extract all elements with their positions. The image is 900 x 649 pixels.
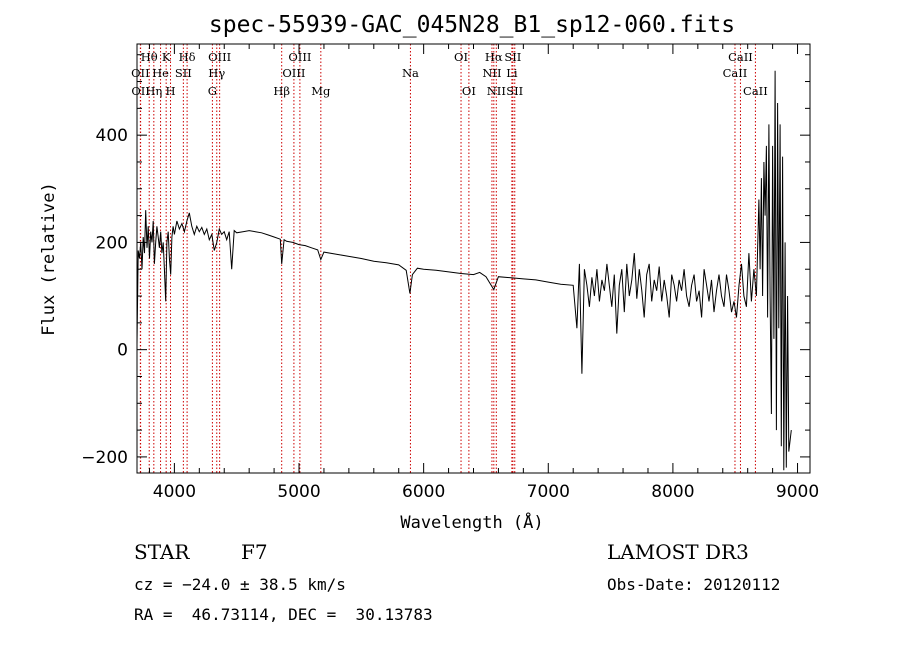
line-marker-label: Hγ — [208, 66, 225, 80]
line-marker-label: Hθ — [141, 50, 158, 64]
object-subclass: F7 — [241, 540, 268, 564]
line-marker-label: Hα — [485, 50, 503, 64]
line-marker-label: CaII — [723, 66, 748, 80]
spectrum-series — [137, 70, 792, 471]
observation-date: Obs-Date: 20120112 — [607, 575, 780, 594]
line-marker-label: Na — [402, 66, 419, 80]
line-marker-label: SII — [504, 50, 521, 64]
line-marker-label: H — [166, 84, 176, 98]
line-marker-label: Hδ — [179, 50, 196, 64]
spectrum-line — [137, 70, 792, 471]
y-axis-label: Flux (relative) — [39, 182, 59, 336]
line-marker-label: OIII — [288, 50, 311, 64]
y-tick-label: −200 — [81, 448, 128, 468]
survey-name: LAMOST DR3 — [607, 540, 749, 564]
line-marker-label: SII — [506, 84, 523, 98]
x-tick-label: 6000 — [402, 482, 445, 502]
x-tick-label: 4000 — [153, 482, 196, 502]
line-marker-label: Li — [506, 66, 518, 80]
x-axis-ticks: 4000 5000 6000 7000 8000 9000 — [148, 44, 819, 502]
line-marker-label: OI — [454, 50, 468, 64]
line-marker-label: CaII — [743, 84, 768, 98]
line-marker-label: NII — [487, 84, 506, 98]
y-tick-label: 400 — [96, 126, 128, 146]
x-tick-label: 7000 — [527, 482, 570, 502]
chart-title: spec-55939-GAC_045N28_B1_sp12-060.fits — [209, 12, 735, 38]
x-tick-label: 5000 — [277, 482, 320, 502]
line-marker-label: K — [162, 50, 171, 64]
line-marker-label: G — [208, 84, 217, 98]
x-axis-label: Wavelength (Å) — [400, 511, 543, 533]
y-tick-label: 200 — [96, 233, 128, 253]
line-marker-label: OIII — [208, 50, 231, 64]
y-tick-label: 0 — [117, 341, 128, 361]
line-marker-label: CaII — [728, 50, 753, 64]
line-marker-label: Mg — [311, 84, 331, 98]
redshift-cz: cz = −24.0 ± 38.5 km/s — [134, 575, 346, 594]
line-marker-label: OIII — [282, 66, 305, 80]
coordinates: RA = 46.73114, DEC = 30.13783 — [134, 605, 433, 624]
x-tick-label: 9000 — [776, 482, 819, 502]
line-marker-label: Hβ — [273, 84, 290, 98]
object-class: STAR — [134, 540, 190, 564]
line-marker-label: OII — [131, 66, 150, 80]
line-marker-label: SII — [175, 66, 192, 80]
line-marker-label: He — [152, 66, 169, 80]
line-marker-label: NII — [482, 66, 501, 80]
y-axis-ticks: −200 0 200 400 — [81, 54, 810, 468]
line-marker-label: OII — [131, 84, 150, 98]
x-tick-label: 8000 — [651, 482, 694, 502]
line-marker-label: OI — [462, 84, 476, 98]
plot-frame — [136, 43, 811, 474]
line-marker-label: Hη — [145, 84, 162, 98]
spectral-line-markers — [139, 44, 756, 473]
